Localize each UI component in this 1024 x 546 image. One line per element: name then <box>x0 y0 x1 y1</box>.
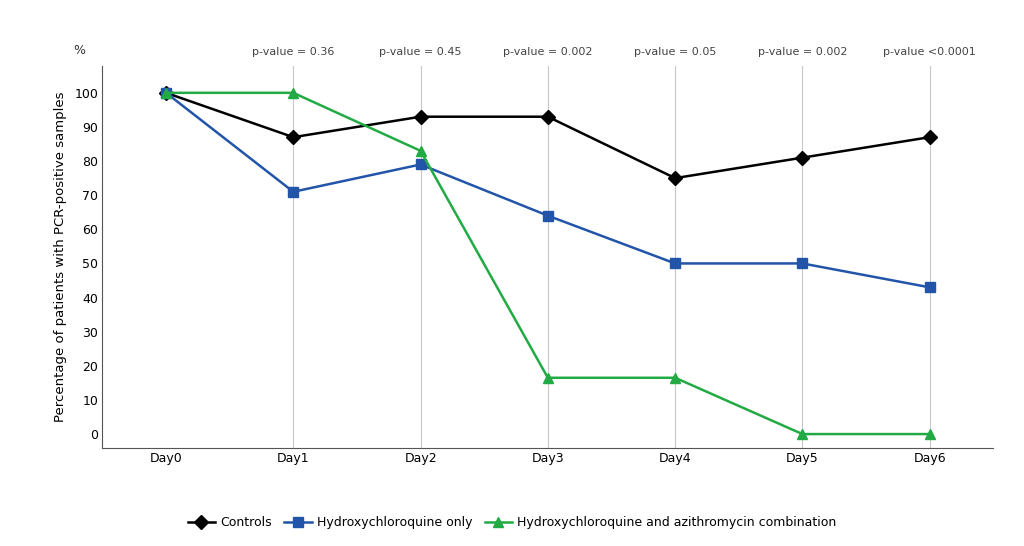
Text: p-value = 0.002: p-value = 0.002 <box>758 47 847 57</box>
Legend: Controls, Hydroxychloroquine only, Hydroxychloroquine and azithromycin combinati: Controls, Hydroxychloroquine only, Hydro… <box>182 511 842 535</box>
Text: p-value = 0.36: p-value = 0.36 <box>252 47 335 57</box>
Text: p-value = 0.002: p-value = 0.002 <box>503 47 593 57</box>
Y-axis label: Percentage of patients with PCR-positive samples: Percentage of patients with PCR-positive… <box>54 91 68 422</box>
Text: p-value = 0.45: p-value = 0.45 <box>379 47 462 57</box>
Text: p-value = 0.05: p-value = 0.05 <box>634 47 717 57</box>
Text: p-value <0.0001: p-value <0.0001 <box>884 47 976 57</box>
Text: %: % <box>74 44 86 57</box>
